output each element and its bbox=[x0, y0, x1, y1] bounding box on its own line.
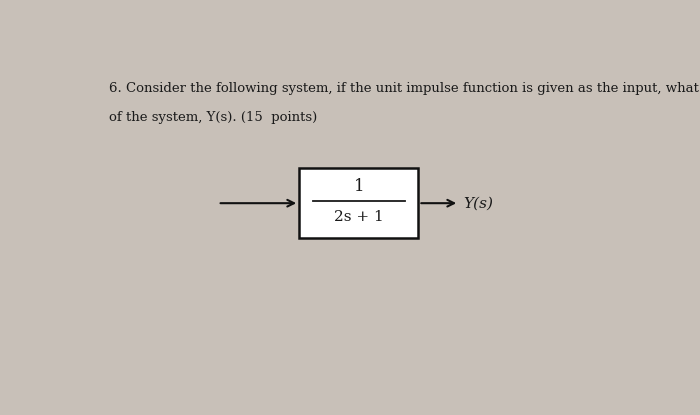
Bar bbox=[299, 168, 419, 238]
Text: Y(s): Y(s) bbox=[463, 196, 494, 210]
Text: 1: 1 bbox=[354, 178, 364, 195]
Text: of the system, Y(s). (15  points): of the system, Y(s). (15 points) bbox=[109, 110, 317, 124]
Text: 2s + 1: 2s + 1 bbox=[334, 210, 384, 224]
Text: 6. Consider the following system, if the unit impulse function is given as the i: 6. Consider the following system, if the… bbox=[109, 82, 700, 95]
